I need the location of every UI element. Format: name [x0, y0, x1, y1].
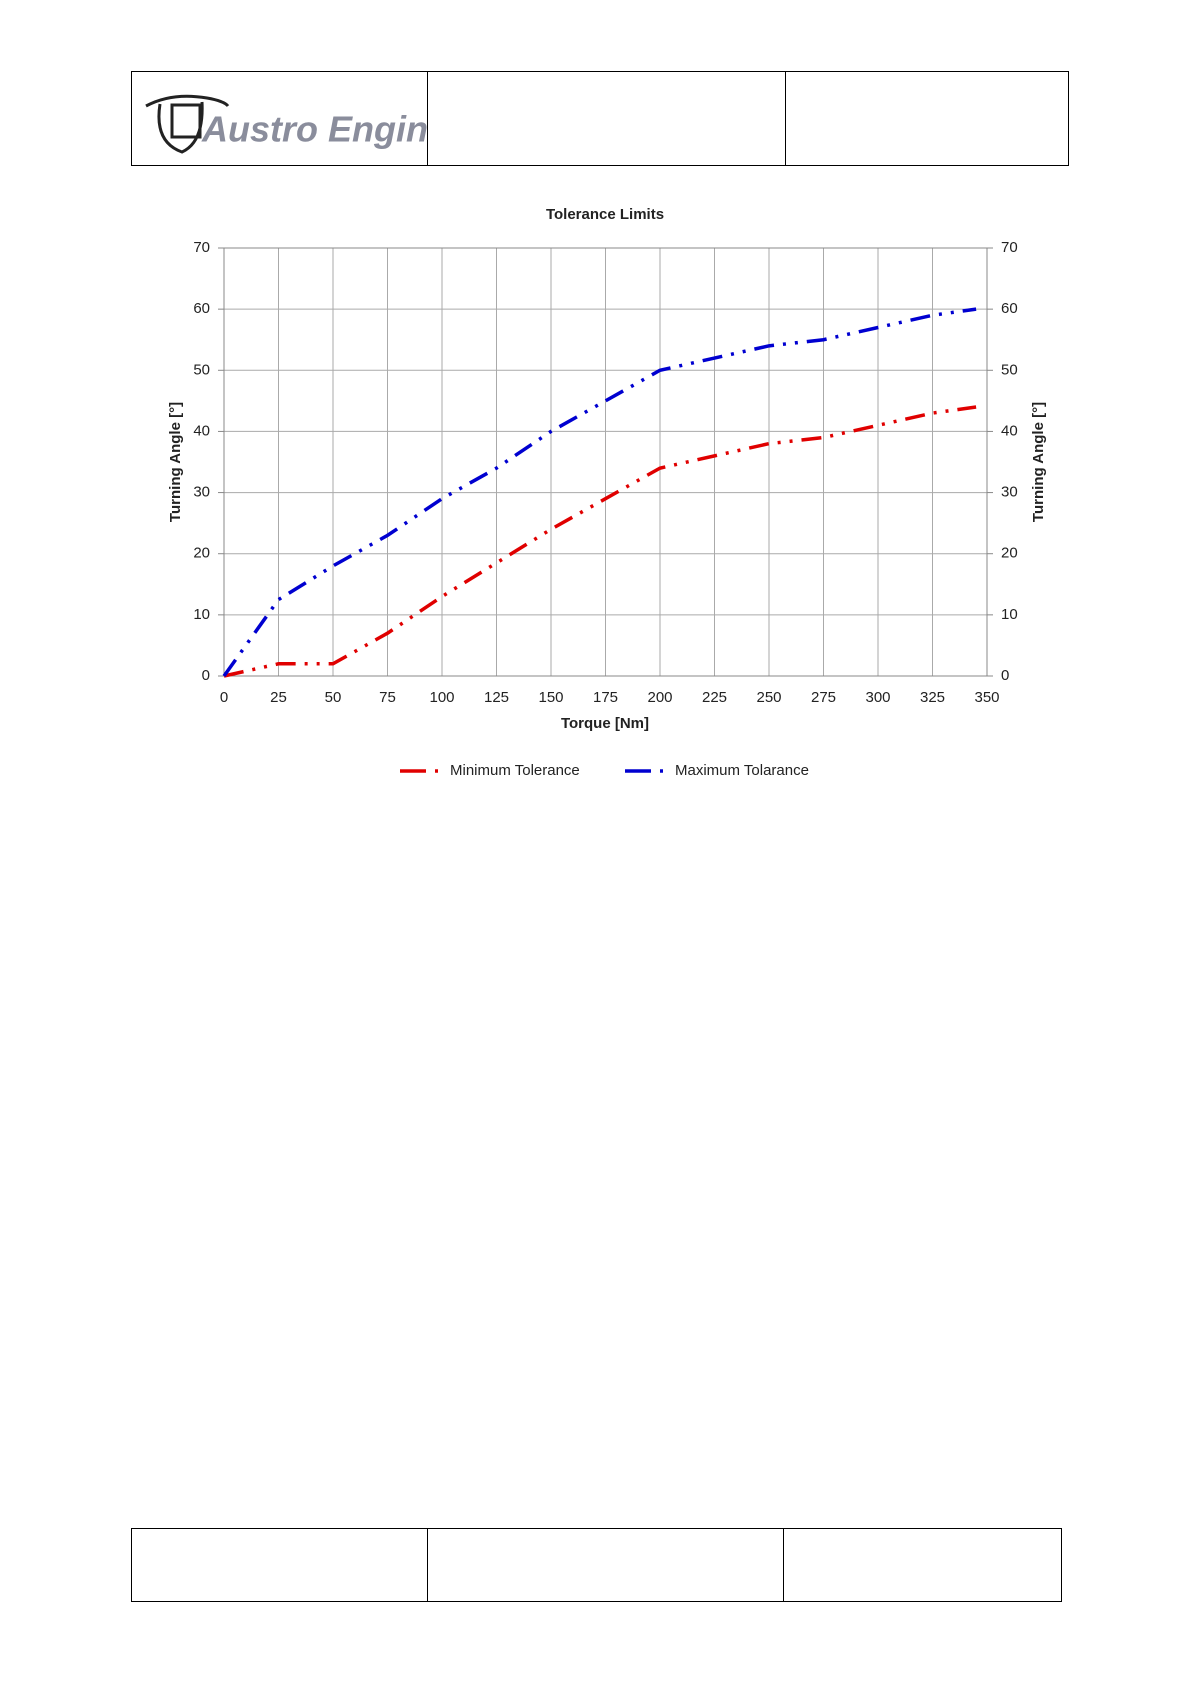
x-tick-label: 50 [325, 689, 342, 706]
x-tick-label: 225 [702, 689, 727, 706]
y2-tick-label: 70 [1001, 239, 1018, 256]
header-cell [428, 72, 786, 165]
legend-label: Minimum Tolerance [450, 762, 580, 779]
y2-tick-label: 20 [1001, 545, 1018, 562]
x-tick-label: 0 [220, 689, 228, 706]
x-tick-label: 350 [974, 689, 999, 706]
logo-cell: Austro Engine [132, 72, 448, 165]
logo-text: Austro Engine [201, 109, 427, 150]
x-axis-label: Torque [Nm] [561, 715, 649, 732]
x-tick-label: 25 [270, 689, 287, 706]
y-axis-label: Turning Angle [°] [167, 402, 184, 522]
y2-tick-label: 30 [1001, 484, 1018, 501]
data-line [223, 405, 977, 678]
chart: Tolerance Limits Torque [Nm] Turning Ang… [167, 206, 1047, 779]
data-line [222, 307, 977, 678]
x-tick-label: 75 [379, 689, 396, 706]
x-tick-label: 175 [593, 689, 618, 706]
x-tick-label: 200 [647, 689, 672, 706]
y-tick-label: 50 [193, 361, 210, 378]
x-tick-label: 275 [811, 689, 836, 706]
y2-tick-label: 10 [1001, 606, 1018, 623]
chart-title: Tolerance Limits [546, 206, 664, 223]
logo: Austro Engine [145, 94, 448, 154]
y2-tick-label: 40 [1001, 422, 1018, 439]
x-tick-label: 325 [920, 689, 945, 706]
y-tick-label: 30 [193, 484, 210, 501]
x-tick-label: 300 [865, 689, 890, 706]
y-tick-label: 70 [193, 239, 210, 256]
y-tick-label: 40 [193, 422, 210, 439]
x-tick-label: 250 [756, 689, 781, 706]
footer-cell [428, 1529, 784, 1601]
legend-label: Maximum Tolarance [675, 762, 809, 779]
y-tick-label: 20 [193, 545, 210, 562]
x-tick-label: 100 [429, 689, 454, 706]
y2-tick-label: 60 [1001, 300, 1018, 317]
y-tick-label: 0 [202, 667, 210, 684]
y2-tick-label: 50 [1001, 361, 1018, 378]
footer-cell [784, 1529, 1061, 1601]
y-tick-label: 10 [193, 606, 210, 623]
x-tick-label: 125 [484, 689, 509, 706]
footer-cell [132, 1529, 428, 1601]
y2-tick-label: 0 [1001, 667, 1009, 684]
y2-axis-label: Turning Angle [°] [1030, 402, 1047, 522]
plot-frame [223, 247, 988, 677]
footer-table [131, 1528, 1062, 1602]
y-tick-label: 60 [193, 300, 210, 317]
x-tick-label: 150 [538, 689, 563, 706]
header-table: Austro Engine [131, 71, 1069, 166]
